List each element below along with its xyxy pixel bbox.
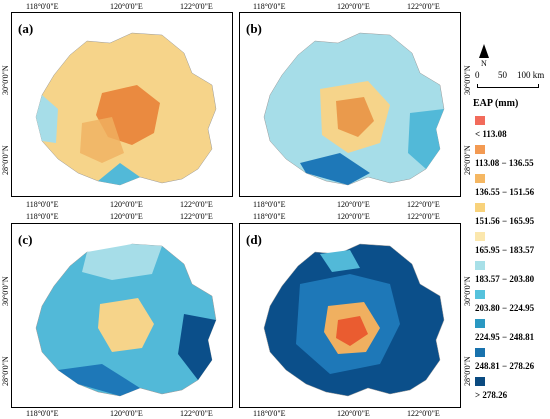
right-tick-d-1: 28°0'0"N [463, 356, 472, 386]
map-b [263, 32, 445, 186]
legend-label: 151.56 − 165.95 [475, 216, 535, 226]
map-c [35, 243, 217, 397]
legend-swatch [475, 377, 485, 386]
bottom-tick-a-0: 118°0'0"E [26, 200, 59, 209]
map-panel-a: (a) [11, 12, 233, 197]
left-tick-a-1: 28°0'0"N [1, 145, 10, 175]
scale-label-100: 100 km [517, 70, 545, 80]
region-east [408, 109, 444, 169]
right-tick-b-0: 30°0'0"N [463, 65, 472, 95]
top-tick-b-0: 118°0'0"E [253, 2, 286, 11]
legend-label: 224.95 − 248.81 [475, 332, 535, 342]
legend-title: EAP (mm) [473, 98, 519, 109]
legend-label: 136.55 − 151.56 [475, 187, 535, 197]
left-tick-a-0: 30°0'0"N [1, 65, 10, 95]
scale-label-0: 0 [475, 70, 480, 80]
region-south [58, 364, 140, 396]
legend-swatch [475, 348, 485, 357]
legend: N 0 50 100 km EAP (mm) < 113.08 113.08 − … [473, 40, 550, 415]
map-panel-c: (c) [11, 223, 233, 408]
region-low-s [98, 163, 140, 185]
panel-label: (c) [18, 232, 33, 247]
legend-label: 203.80 − 224.95 [475, 303, 535, 313]
legend-swatch [475, 174, 485, 183]
right-tick-d-0: 30°0'0"N [463, 276, 472, 306]
scale-label-50: 50 [498, 70, 507, 80]
top-tick-c-1: 120°0'0"E [110, 212, 143, 221]
top-tick-a-1: 120°0'0"E [110, 2, 143, 11]
map-a [35, 32, 217, 186]
top-tick-c-2: 122°0'0"E [180, 212, 213, 221]
bottom-tick-d-1: 120°0'0"E [337, 409, 370, 418]
legend-swatch [475, 319, 485, 328]
bottom-tick-d-2: 122°0'0"E [407, 409, 440, 418]
bottom-tick-c-1: 120°0'0"E [110, 409, 143, 418]
top-tick-d-1: 120°0'0"E [337, 212, 370, 221]
legend-label: > 278.26 [475, 390, 508, 400]
region-light [320, 250, 360, 272]
left-tick-c-0: 30°0'0"N [1, 276, 10, 306]
top-tick-c-0: 118°0'0"E [26, 212, 59, 221]
legend-swatch [475, 145, 485, 154]
region-low-w [36, 95, 58, 143]
left-tick-c-1: 28°0'0"N [1, 356, 10, 386]
legend-label: 113.08 − 136.55 [475, 158, 534, 168]
legend-swatch [475, 116, 485, 125]
bottom-tick-b-1: 120°0'0"E [337, 200, 370, 209]
legend-label: 183.57 − 203.80 [475, 274, 535, 284]
top-tick-a-0: 118°0'0"E [26, 2, 59, 11]
region-east [178, 314, 216, 380]
top-tick-b-1: 120°0'0"E [337, 2, 370, 11]
north-label: N [481, 59, 487, 68]
scale-bar [477, 84, 539, 88]
map-panel-b: (b) [239, 12, 461, 197]
panel-label: (d) [246, 232, 262, 247]
top-tick-d-2: 122°0'0"E [407, 212, 440, 221]
bottom-tick-b-0: 118°0'0"E [253, 200, 286, 209]
top-tick-b-2: 122°0'0"E [407, 2, 440, 11]
region-high [336, 97, 374, 137]
legend-swatch [475, 290, 485, 299]
top-tick-a-2: 122°0'0"E [180, 2, 213, 11]
region-north [82, 244, 162, 280]
legend-swatch [475, 261, 485, 270]
region-south [300, 153, 370, 185]
legend-label: < 113.08 [475, 129, 507, 139]
top-tick-d-0: 118°0'0"E [253, 212, 286, 221]
legend-label: 248.81 − 278.26 [475, 361, 535, 371]
region-hot [336, 316, 368, 346]
right-tick-b-1: 28°0'0"N [463, 145, 472, 175]
panel-label: (b) [246, 21, 262, 36]
legend-swatch [475, 203, 485, 212]
bottom-tick-c-0: 118°0'0"E [26, 409, 59, 418]
bottom-tick-b-2: 122°0'0"E [407, 200, 440, 209]
map-panel-d: (d) [239, 223, 461, 408]
bottom-tick-a-2: 122°0'0"E [180, 200, 213, 209]
region-mid [80, 117, 124, 163]
bottom-tick-a-1: 120°0'0"E [110, 200, 143, 209]
legend-swatch [475, 232, 485, 241]
map-d [263, 243, 445, 397]
legend-label: 165.95 − 183.57 [475, 245, 535, 255]
bottom-tick-d-0: 118°0'0"E [253, 409, 286, 418]
region-center [98, 298, 154, 352]
north-arrow-icon [479, 44, 489, 58]
panel-label: (a) [18, 21, 34, 36]
bottom-tick-c-2: 122°0'0"E [180, 409, 213, 418]
